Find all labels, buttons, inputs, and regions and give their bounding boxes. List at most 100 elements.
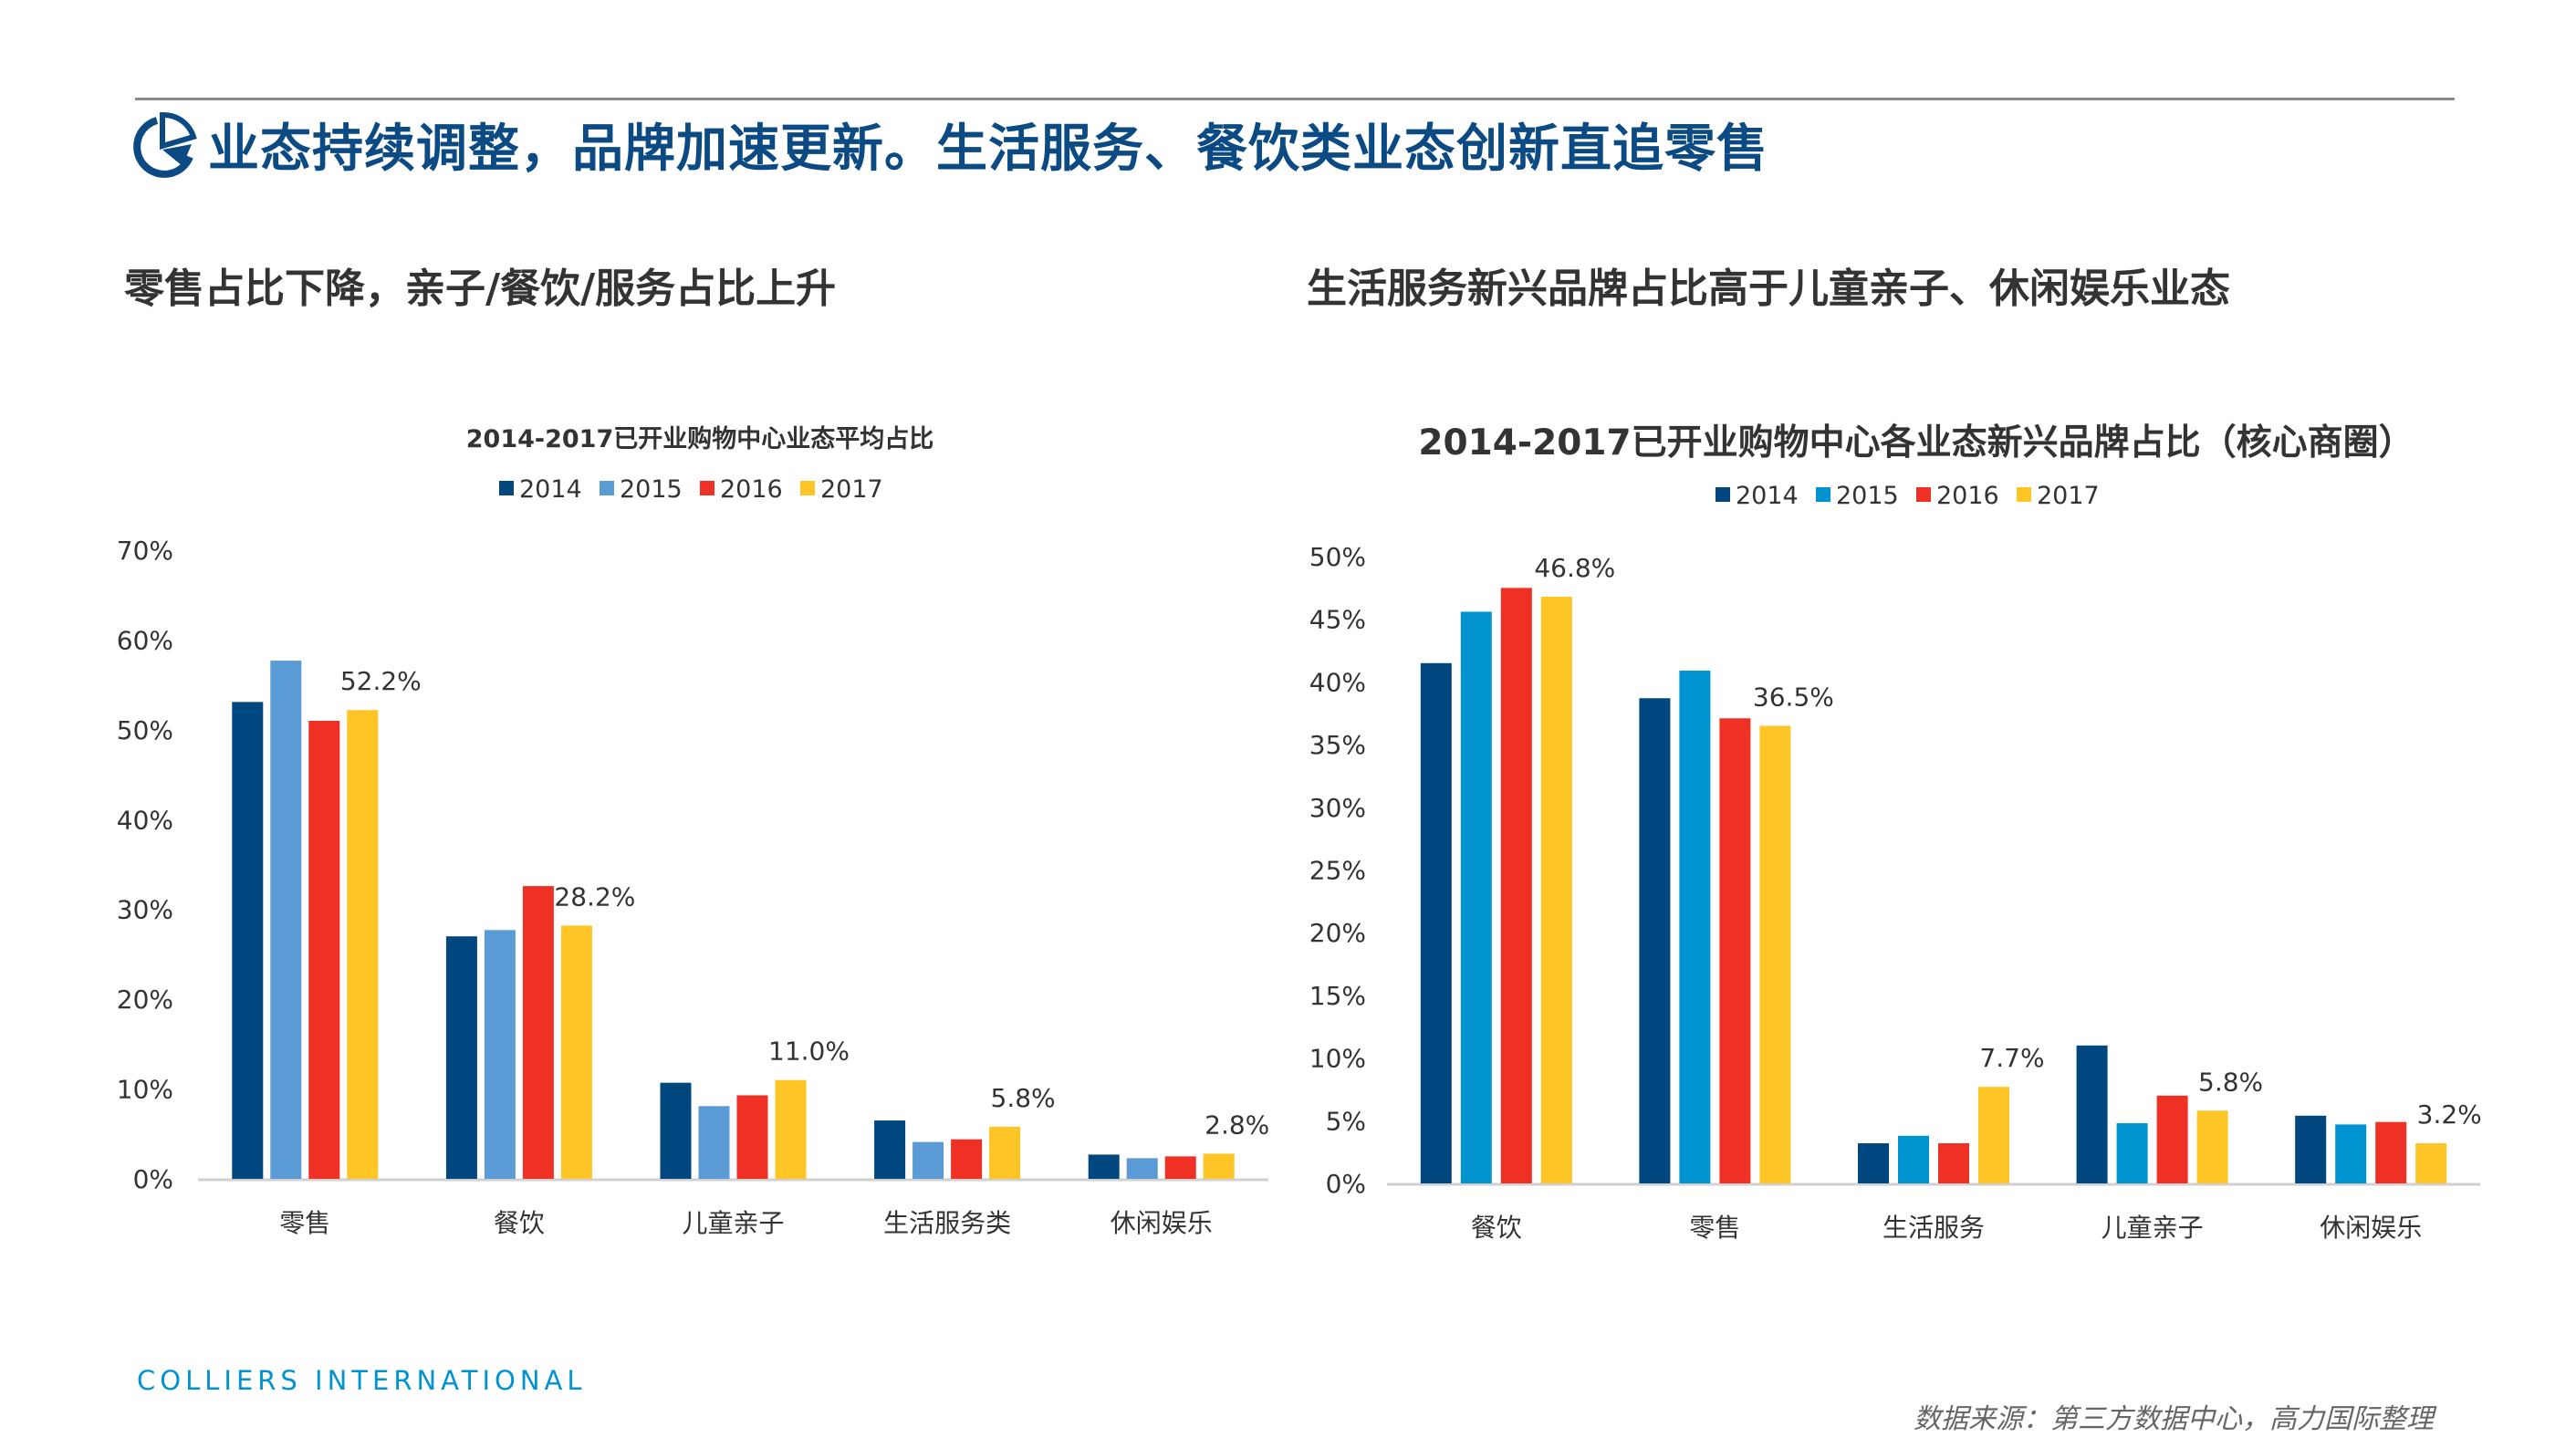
data-label: 5.8% xyxy=(2198,1067,2263,1097)
source-note: 数据来源：第三方数据中心，高力国际整理 xyxy=(1914,1403,2434,1435)
bar-2015 xyxy=(1898,1135,1929,1183)
x-category-label: 餐饮 xyxy=(494,1208,545,1238)
bar-2017 xyxy=(1759,725,1791,1183)
bar-2017 xyxy=(1978,1087,2009,1183)
y-tick-label: 70% xyxy=(117,536,173,566)
legend-label: 2014 xyxy=(519,475,582,504)
y-tick-label: 25% xyxy=(1309,856,1366,886)
bar-2016 xyxy=(951,1139,983,1179)
bar-2016 xyxy=(1500,588,1532,1183)
bar-2015 xyxy=(484,930,516,1179)
bar-2016 xyxy=(1719,718,1751,1183)
header-rule xyxy=(135,98,2455,100)
bar-2015 xyxy=(1126,1158,1158,1179)
bar-2014 xyxy=(2076,1045,2108,1183)
y-tick-label: 30% xyxy=(117,895,173,925)
x-category-label: 生活服务类 xyxy=(883,1208,1011,1238)
bar-2016 xyxy=(2156,1095,2188,1183)
bar-2015 xyxy=(2335,1124,2367,1183)
bar-2017 xyxy=(2415,1143,2447,1183)
bar-2017 xyxy=(775,1079,807,1179)
pie-chart-icon xyxy=(133,111,197,178)
legend-swatch xyxy=(1816,487,1830,502)
legend-swatch xyxy=(700,481,714,495)
legend-label: 2016 xyxy=(1936,482,1999,510)
data-label: 52.2% xyxy=(340,666,422,696)
y-tick-label: 50% xyxy=(1309,542,1366,572)
legend-swatch xyxy=(600,481,614,495)
bar-2016 xyxy=(308,721,340,1179)
legend-swatch xyxy=(499,481,514,495)
x-category-label: 零售 xyxy=(279,1208,330,1238)
bar-2015 xyxy=(913,1141,944,1179)
x-category-label: 生活服务 xyxy=(1882,1213,1985,1243)
data-label: 3.2% xyxy=(2417,1099,2482,1130)
y-tick-label: 60% xyxy=(117,625,173,655)
y-tick-label: 10% xyxy=(117,1075,173,1105)
left-chart-title: 2014-2017已开业购物中心业态平均占比 xyxy=(466,425,934,453)
bar-2014 xyxy=(1088,1154,1120,1179)
legend-swatch xyxy=(800,481,815,495)
y-tick-label: 45% xyxy=(1309,605,1366,635)
y-tick-label: 15% xyxy=(1309,981,1366,1011)
y-tick-label: 40% xyxy=(1309,667,1366,697)
bar-2016 xyxy=(2375,1121,2407,1183)
bar-2015 xyxy=(2116,1123,2148,1183)
data-label: 36.5% xyxy=(1753,682,1834,712)
bar-2014 xyxy=(232,702,264,1179)
left-subtitle: 零售占比下降，亲子/餐饮/服务占比上升 xyxy=(124,266,837,312)
data-label: 5.8% xyxy=(991,1083,1056,1113)
bar-2017 xyxy=(347,710,379,1179)
x-category-label: 儿童亲子 xyxy=(2101,1213,2204,1243)
bar-2014 xyxy=(1639,698,1671,1183)
y-tick-label: 5% xyxy=(1326,1106,1366,1136)
legend-label: 2017 xyxy=(2037,482,2100,510)
bar-2016 xyxy=(736,1095,768,1179)
x-category-label: 餐饮 xyxy=(1471,1213,1522,1243)
bar-2015 xyxy=(270,661,302,1179)
x-category-label: 休闲娱乐 xyxy=(1111,1208,1213,1238)
y-tick-label: 0% xyxy=(133,1164,173,1194)
bar-2015 xyxy=(698,1106,730,1179)
bar-2015 xyxy=(1460,611,1492,1183)
bar-2017 xyxy=(2196,1110,2228,1183)
bar-2014 xyxy=(445,936,477,1179)
legend-swatch xyxy=(2017,487,2031,502)
legend-label: 2015 xyxy=(620,475,683,504)
page-title: 业态持续调整，品牌加速更新。生活服务、餐饮类业态创新直追零售 xyxy=(208,120,1768,179)
y-tick-label: 0% xyxy=(1326,1169,1366,1199)
y-tick-label: 10% xyxy=(1309,1044,1366,1074)
legend-label: 2015 xyxy=(1836,482,1899,510)
right-chart-title: 2014-2017已开业购物中心各业态新兴品牌占比（核心商圈） xyxy=(1418,422,2414,464)
bar-2015 xyxy=(1679,671,1711,1183)
bar-2016 xyxy=(1164,1156,1196,1179)
x-category-label: 儿童亲子 xyxy=(682,1208,784,1238)
left-chart: 2014-2017已开业购物中心业态平均占比 2014 2015 2016 2017 0… xyxy=(117,425,1270,1238)
right-chart: 2014-2017已开业购物中心各业态新兴品牌占比（核心商圈） 2014 2015… xyxy=(1309,422,2482,1243)
y-tick-label: 40% xyxy=(117,805,173,835)
y-tick-label: 35% xyxy=(1309,730,1366,760)
data-label: 46.8% xyxy=(1534,553,1615,583)
bar-2014 xyxy=(874,1120,906,1179)
bar-2017 xyxy=(560,925,592,1179)
data-label: 11.0% xyxy=(768,1037,850,1067)
data-label: 28.2% xyxy=(554,881,635,912)
data-label: 7.7% xyxy=(1979,1043,2044,1073)
bar-2017 xyxy=(989,1126,1021,1179)
header: 业态持续调整，品牌加速更新。生活服务、餐饮类业态创新直追零售 xyxy=(130,108,1768,182)
bar-2017 xyxy=(1203,1153,1235,1179)
y-tick-label: 50% xyxy=(117,715,173,745)
colliers-logo-text: COLLIERS INTERNATIONAL xyxy=(137,1365,587,1396)
bar-2017 xyxy=(1540,596,1572,1183)
legend-swatch xyxy=(1916,487,1931,502)
right-subtitle: 生活服务新兴品牌占比高于儿童亲子、休闲娱乐业态 xyxy=(1307,266,2230,312)
bar-2014 xyxy=(2295,1115,2327,1183)
data-label: 2.8% xyxy=(1205,1109,1269,1140)
y-tick-label: 30% xyxy=(1309,793,1366,823)
bar-2016 xyxy=(522,886,554,1179)
bar-2014 xyxy=(660,1082,692,1179)
legend-label: 2014 xyxy=(1736,482,1799,510)
x-category-label: 零售 xyxy=(1689,1213,1740,1243)
legend-swatch xyxy=(1716,487,1730,502)
